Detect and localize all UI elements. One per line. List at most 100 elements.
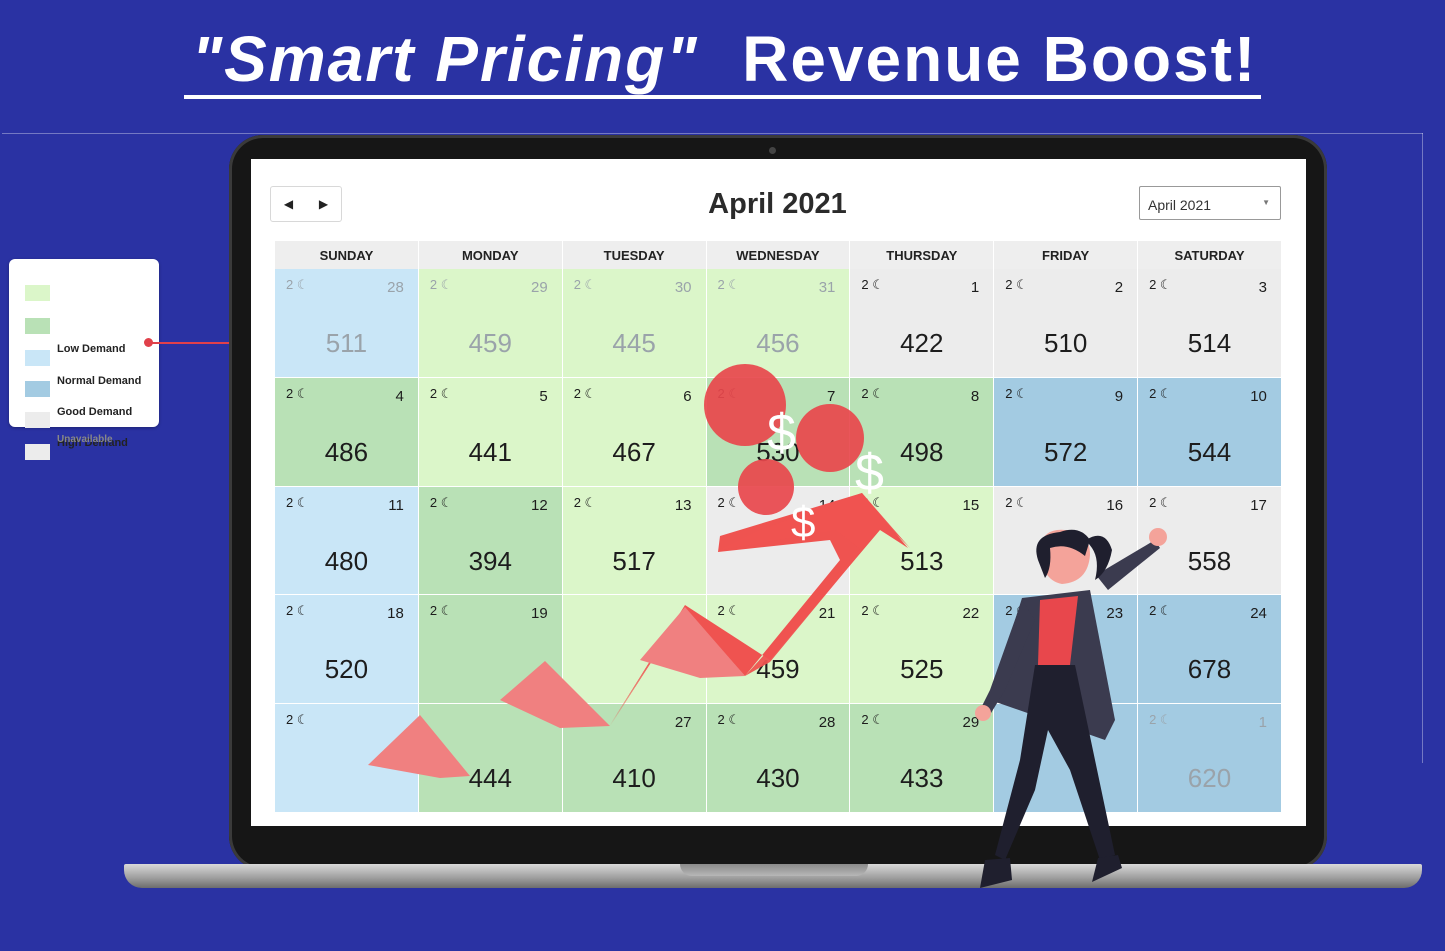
day-price: 517 bbox=[612, 545, 656, 576]
calendar-day-cell[interactable]: 2 ☾ 29 433 bbox=[850, 704, 995, 813]
nights-count: 2 ☾ bbox=[430, 603, 453, 619]
legend-label: Good Demand bbox=[57, 406, 133, 418]
moon-icon: ☾ bbox=[1012, 277, 1028, 292]
day-price: 558 bbox=[1187, 545, 1232, 576]
moon-icon: ☾ bbox=[580, 277, 597, 292]
calendar-day-cell[interactable]: 2 ☾ 13 517 bbox=[562, 486, 707, 596]
moon-icon: ☾ bbox=[724, 603, 741, 619]
prev-month-button[interactable]: ◀ bbox=[271, 187, 306, 221]
calendar-day-cell[interactable]: 2 ☾ 24 678 bbox=[1138, 595, 1282, 705]
nights-count: 2 ☾ bbox=[574, 277, 597, 293]
calendar-day-cell[interactable]: 2 ☾ 28 511 bbox=[275, 269, 419, 378]
chevron-down-icon: ▼ bbox=[1262, 198, 1270, 207]
day-number: 9 bbox=[1114, 387, 1124, 405]
nights-count: 2 ☾ bbox=[286, 712, 309, 728]
headline-italic: "Smart Pricing" bbox=[187, 23, 703, 99]
moon-icon: ☾ bbox=[437, 494, 453, 510]
calendar-day-cell[interactable]: 2 ☾ 30 445 bbox=[562, 269, 707, 378]
day-number: 1 bbox=[1258, 714, 1267, 732]
moon-icon: ☾ bbox=[437, 277, 453, 292]
nights-value: 2 bbox=[573, 277, 581, 292]
day-price: 394 bbox=[468, 545, 512, 576]
calendar-title: April 2021 bbox=[708, 188, 847, 220]
coin-bubble bbox=[738, 459, 794, 515]
moon-icon: ☾ bbox=[293, 494, 309, 510]
calendar-day-cell[interactable]: 2 ☾ 3 514 bbox=[1138, 269, 1282, 378]
calendar-day-cell[interactable]: 2 ☾ 1 620 bbox=[1138, 704, 1282, 813]
legend-label: Low Demand bbox=[57, 343, 126, 355]
weekday-header: SUNDAY bbox=[275, 241, 419, 269]
weekday-header: FRIDAY bbox=[994, 241, 1139, 269]
day-price: 459 bbox=[468, 328, 512, 358]
day-number: 18 bbox=[387, 605, 404, 623]
nights-count: 2 ☾ bbox=[861, 386, 884, 402]
day-number: 27 bbox=[674, 714, 692, 732]
day-price: 445 bbox=[612, 328, 656, 358]
nights-count: 2 ☾ bbox=[1149, 712, 1172, 728]
legend-label: High Demand bbox=[57, 437, 128, 449]
calendar-day-cell[interactable]: 2 ☾ 1 422 bbox=[850, 269, 995, 378]
nights-value: 2 bbox=[1005, 277, 1013, 292]
calendar-day-cell[interactable]: 2 ☾ 8 498 bbox=[850, 377, 995, 487]
nights-value: 2 bbox=[429, 385, 438, 401]
nights-count: 2 ☾ bbox=[1149, 495, 1172, 511]
weekday-header-row: SUNDAY MONDAY TUESDAY WEDNESDAY THURSDAY… bbox=[275, 241, 1282, 269]
day-number: 23 bbox=[1106, 605, 1124, 623]
nights-count: 2 ☾ bbox=[1005, 495, 1028, 511]
calendar-day-cell[interactable]: 2 ☾ 11 480 bbox=[275, 486, 419, 596]
legend-swatch bbox=[25, 350, 50, 366]
calendar-day-cell[interactable]: 2 ☾ 10 544 bbox=[1138, 377, 1282, 487]
nights-value: 2 bbox=[1005, 494, 1013, 510]
laptop-camera bbox=[769, 147, 776, 154]
growth-arrow-facet bbox=[368, 715, 470, 778]
day-number: 29 bbox=[531, 279, 548, 296]
calendar-day-cell[interactable]: 2 ☾ 6 467 bbox=[562, 377, 707, 487]
calendar-day-cell[interactable]: 2 ☾ 12 394 bbox=[418, 486, 563, 596]
demand-legend: Low Demand Normal Demand Good Demand High D… bbox=[9, 259, 159, 460]
woman-figure bbox=[975, 528, 1167, 888]
calendar-day-cell[interactable]: 2 ☾ 18 520 bbox=[275, 595, 419, 705]
day-number: 3 bbox=[1258, 279, 1267, 296]
nights-count: 2 ☾ bbox=[718, 277, 741, 293]
nights-value: 2 bbox=[1005, 603, 1013, 619]
nights-count: 2 ☾ bbox=[286, 603, 309, 619]
month-select-value: April 2021 bbox=[1148, 197, 1212, 213]
nights-count: 2 ☾ bbox=[286, 386, 309, 402]
moon-icon: ☾ bbox=[293, 603, 309, 619]
caret-right-icon: ▶ bbox=[318, 197, 329, 211]
nights-value: 2 bbox=[717, 603, 725, 619]
day-price: 514 bbox=[1187, 328, 1232, 358]
frame-divider-vertical bbox=[1422, 133, 1423, 763]
day-price: 433 bbox=[900, 763, 944, 794]
day-price: 410 bbox=[612, 763, 656, 794]
day-price: 513 bbox=[900, 545, 944, 576]
month-select[interactable]: April 2021 ▼ bbox=[1139, 186, 1281, 220]
moon-icon: ☾ bbox=[724, 494, 741, 510]
calendar-day-cell[interactable]: 2 ☾ 2 510 bbox=[994, 269, 1139, 378]
calendar-day-cell[interactable]: 2 ☾ 28 430 bbox=[706, 704, 851, 813]
next-month-button[interactable]: ▶ bbox=[306, 187, 341, 221]
day-number: 28 bbox=[818, 714, 836, 732]
day-price: 525 bbox=[900, 654, 944, 685]
moon-icon: ☾ bbox=[580, 494, 597, 510]
calendar-day-cell[interactable]: 2 ☾ 4 486 bbox=[275, 377, 419, 487]
calendar-day-cell[interactable]: 2 ☾ 5 441 bbox=[418, 377, 563, 487]
calendar-day-cell[interactable]: 2 ☾ 22 525 bbox=[850, 595, 995, 705]
calendar-day-cell[interactable]: 2 ☾ 31 456 bbox=[706, 269, 851, 378]
nights-count: 2 ☾ bbox=[861, 277, 884, 293]
day-number: 11 bbox=[388, 496, 404, 514]
nights-value: 2 bbox=[286, 385, 294, 401]
headline-rest: Revenue Boost! bbox=[742, 23, 1258, 95]
moon-icon: ☾ bbox=[1156, 712, 1172, 728]
nights-value: 2 bbox=[573, 494, 581, 510]
nights-value: 2 bbox=[286, 494, 294, 510]
calendar-day-cell[interactable]: 2 ☾ 9 572 bbox=[994, 377, 1139, 487]
day-number: 13 bbox=[674, 496, 692, 514]
day-price: 544 bbox=[1187, 436, 1232, 467]
nights-count: 2 ☾ bbox=[286, 495, 309, 511]
nights-count: 2 ☾ bbox=[1005, 386, 1028, 402]
growth-arrow-body bbox=[283, 493, 910, 828]
calendar-day-cell[interactable]: 2 ☾ 29 459 bbox=[418, 269, 563, 378]
nights-value: 2 bbox=[861, 712, 869, 728]
